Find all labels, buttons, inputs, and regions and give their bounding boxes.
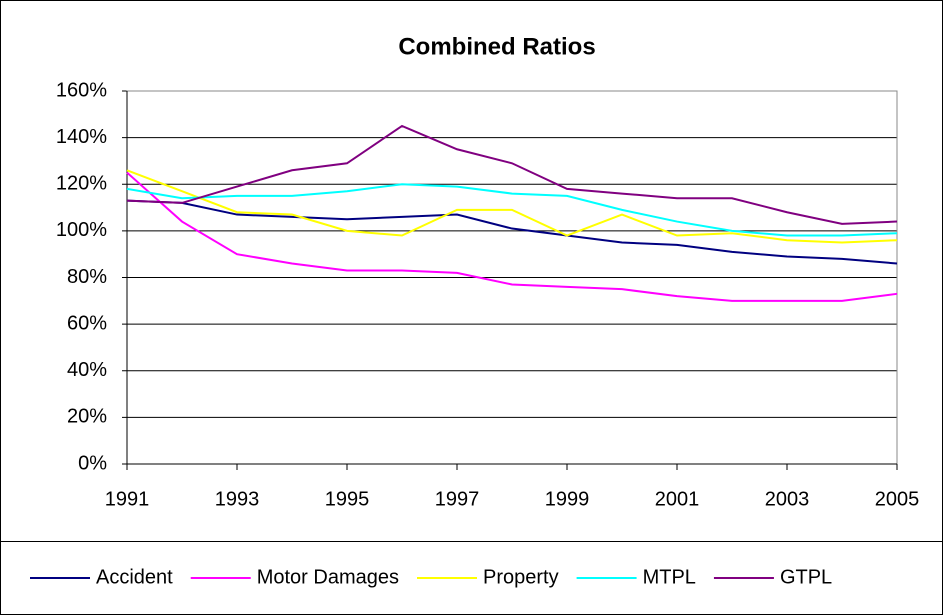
legend-label: Property — [483, 566, 559, 588]
x-tick-label: 2001 — [655, 488, 700, 510]
x-tick-label: 1993 — [215, 488, 260, 510]
series-line — [126, 183, 898, 237]
legend-label: Accident — [96, 566, 173, 588]
chart-title: Combined Ratios — [398, 33, 595, 60]
series-line — [126, 124, 898, 225]
y-tick-label: 40% — [67, 359, 107, 381]
y-tick-label: 120% — [56, 173, 107, 195]
y-tick-label: 140% — [56, 126, 107, 148]
series-line — [126, 169, 898, 244]
y-tick-label: 0% — [78, 452, 107, 474]
x-tick-label: 1991 — [105, 488, 150, 510]
series-line — [126, 199, 898, 265]
x-tick-label: 2003 — [765, 488, 810, 510]
y-tick-label: 160% — [56, 79, 107, 101]
series-line — [126, 171, 898, 302]
x-tick-label: 1997 — [435, 488, 480, 510]
x-tick-label: 2005 — [875, 488, 920, 510]
x-tick-label: 1995 — [325, 488, 370, 510]
y-tick-label: 60% — [67, 312, 107, 334]
legend-label: GTPL — [780, 566, 832, 588]
y-tick-label: 20% — [67, 406, 107, 428]
y-tick-label: 80% — [67, 266, 107, 288]
legend-label: Motor Damages — [257, 566, 399, 588]
y-tick-label: 100% — [56, 219, 107, 241]
x-tick-label: 1999 — [545, 488, 590, 510]
legend-label: MTPL — [643, 566, 696, 588]
